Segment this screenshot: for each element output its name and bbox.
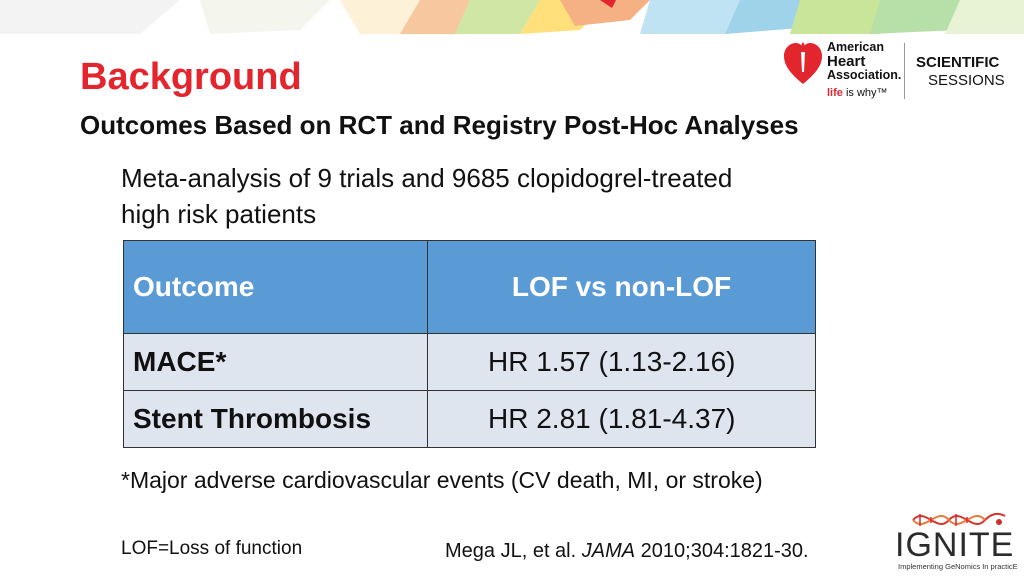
aha-tagline-life: life — [827, 87, 843, 99]
scientific-sessions-wordmark: SCIENTIFIC SESSIONS — [916, 54, 1005, 90]
table-row: MACE* HR 1.57 (1.13-2.16) — [123, 333, 816, 391]
decorative-banner — [0, 0, 1024, 34]
dna-helix-icon — [912, 512, 1006, 526]
ignite-logo: IGNITE Implementing GeNomics In practicE — [893, 508, 1018, 574]
slide-subtitle: Outcomes Based on RCT and Registry Post-… — [80, 110, 799, 140]
citation-journal: JAMA — [581, 540, 636, 562]
aha-line: American — [827, 40, 884, 54]
slide-title: Background — [80, 56, 302, 98]
citation-details: 2010;304:1821-30. — [635, 540, 809, 562]
ignite-tagline: Implementing GeNomics In practicE — [898, 562, 1018, 571]
sessions-line-1: SCIENTIFIC — [916, 54, 1000, 71]
intro-text: Meta-analysis of 9 trials and 9685 clopi… — [121, 163, 733, 229]
aha-tagline-rest: is why™ — [845, 87, 888, 99]
heart-torch-icon — [784, 42, 822, 84]
aha-tagline: life is why™ — [827, 87, 888, 99]
row-hazard-ratio-cell: HR 1.57 (1.13-2.16) — [427, 333, 816, 391]
row-outcome-cell: Stent Thrombosis — [123, 390, 428, 448]
table-row: Stent Thrombosis HR 2.81 (1.81-4.37) — [123, 390, 816, 448]
citation: Mega JL, et al. JAMA 2010;304:1821-30. — [445, 540, 809, 563]
table-header-row: Outcome LOF vs non-LOF — [123, 240, 816, 334]
outcomes-table: Outcome LOF vs non-LOF MACE* HR 1.57 (1.… — [123, 240, 816, 448]
mace-footnote: *Major adverse cardiovascular events (CV… — [121, 467, 763, 493]
ignite-wordmark: IGNITE — [895, 526, 1015, 564]
sessions-line-2: SESSIONS — [928, 72, 1005, 89]
aha-line: Heart — [827, 53, 866, 70]
aha-scientific-sessions-logo: American Heart Association. life is why™… — [780, 38, 1010, 102]
row-outcome-cell: MACE* — [123, 333, 428, 391]
aha-wordmark: American Heart Association. — [827, 41, 901, 82]
column-header-outcome: Outcome — [123, 240, 428, 334]
citation-authors: Mega JL, et al. — [445, 540, 582, 562]
column-header-lof-vs-non-lof: LOF vs non-LOF — [427, 240, 816, 334]
lof-footnote: LOF=Loss of function — [121, 538, 303, 559]
logo-divider — [904, 43, 905, 99]
row-hazard-ratio-cell: HR 2.81 (1.81-4.37) — [427, 390, 816, 448]
aha-line: Association. — [827, 68, 902, 82]
